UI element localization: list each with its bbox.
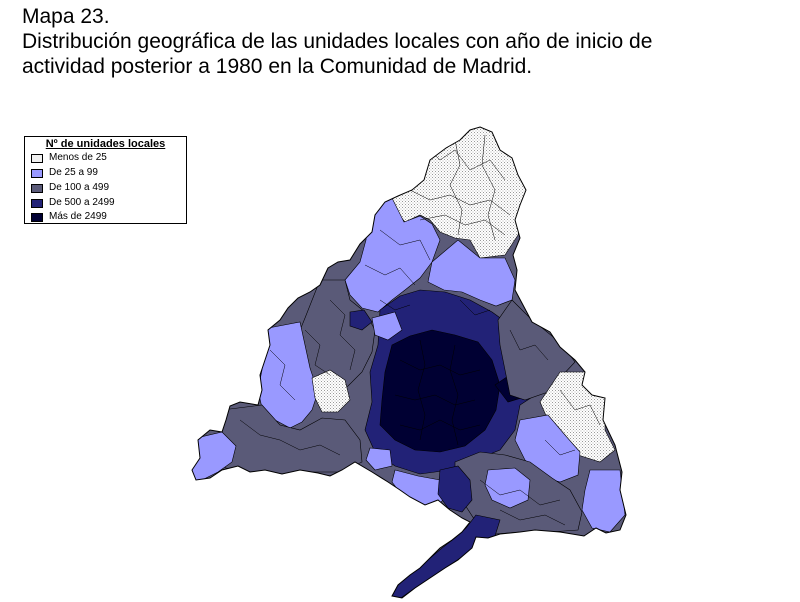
legend-item-25-99: De 25 a 99 bbox=[31, 166, 98, 180]
region-south-center-blue bbox=[484, 467, 531, 509]
legend-item-100-499: De 100 a 499 bbox=[31, 181, 109, 195]
legend-swatch-100-499 bbox=[31, 183, 43, 193]
map-number: Mapa 23. bbox=[22, 5, 110, 28]
region-southern-tail-navy bbox=[384, 514, 501, 598]
legend-label-lt25: Menos de 25 bbox=[49, 152, 107, 163]
legend-title: Nº de unidades locales bbox=[45, 138, 166, 150]
region-metro-west-blue bbox=[371, 311, 403, 341]
legend-swatch-25-99 bbox=[31, 168, 43, 178]
municipalities-layer bbox=[191, 126, 627, 599]
region-nw-navy-patch bbox=[349, 309, 373, 331]
legend-label-100-499: De 100 a 499 bbox=[49, 182, 110, 193]
legend-label-25-99: De 25 a 99 bbox=[49, 167, 98, 178]
region-southwest-small-blue bbox=[365, 447, 393, 471]
legend-swatch-lt25 bbox=[31, 153, 43, 163]
map-title-line-2: actividad posterior a 1980 en la Comunid… bbox=[22, 55, 533, 78]
region-south-navy bbox=[437, 465, 473, 513]
map-title-block: Mapa 23. Distribución geográfica de las … bbox=[22, 4, 782, 79]
region-far-west-blue bbox=[257, 321, 319, 429]
legend-item-lt25: Menos de 25 bbox=[31, 151, 107, 165]
region-north-central-blue bbox=[427, 239, 516, 307]
legend-swatch-gt2499 bbox=[31, 212, 43, 222]
map-title-line-1: Distribución geográfica de las unidades … bbox=[22, 30, 653, 53]
legend-item-500-2499: De 500 a 2499 bbox=[31, 196, 115, 210]
map-legend: Nº de unidades locales Menos de 25 De 25… bbox=[24, 136, 187, 224]
region-west-light bbox=[311, 369, 351, 413]
legend-label-500-2499: De 500 a 2499 bbox=[49, 197, 115, 208]
legend-label-gt2499: Más de 2499 bbox=[49, 211, 107, 222]
legend-item-gt2499: Más de 2499 bbox=[31, 210, 107, 224]
municipal-boundaries bbox=[239, 134, 601, 526]
legend-swatch-500-2499 bbox=[31, 198, 43, 208]
region-madrid-core bbox=[379, 329, 501, 453]
